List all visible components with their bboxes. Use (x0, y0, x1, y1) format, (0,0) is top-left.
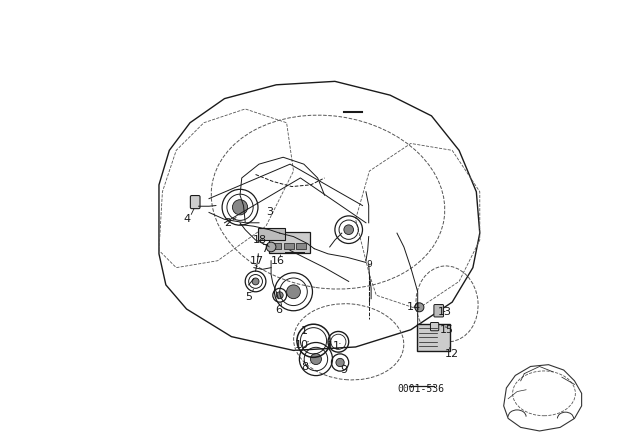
Text: 10: 10 (295, 340, 309, 350)
FancyBboxPatch shape (284, 244, 294, 249)
Text: 9: 9 (366, 260, 372, 269)
Text: 3: 3 (266, 207, 273, 217)
FancyBboxPatch shape (269, 233, 310, 253)
Circle shape (252, 278, 259, 285)
Text: 15: 15 (440, 325, 454, 335)
Text: 9: 9 (340, 366, 347, 375)
FancyBboxPatch shape (271, 244, 282, 249)
FancyBboxPatch shape (296, 244, 307, 249)
Circle shape (310, 353, 321, 365)
FancyBboxPatch shape (258, 228, 285, 240)
Text: 5: 5 (245, 292, 252, 302)
Text: 11: 11 (327, 341, 341, 351)
Text: 16: 16 (271, 256, 285, 267)
FancyBboxPatch shape (190, 195, 200, 209)
Text: 12: 12 (445, 349, 460, 359)
Text: 4: 4 (183, 214, 190, 224)
FancyBboxPatch shape (431, 323, 439, 331)
Text: 7: 7 (260, 244, 268, 254)
Circle shape (344, 225, 353, 234)
Text: 13: 13 (438, 307, 452, 317)
Circle shape (336, 358, 344, 366)
Circle shape (232, 200, 248, 215)
Circle shape (276, 292, 283, 299)
Text: 14: 14 (406, 302, 420, 312)
Text: 2: 2 (225, 218, 232, 228)
Text: 6: 6 (275, 305, 282, 315)
Text: 8: 8 (301, 362, 308, 372)
Text: 1: 1 (300, 327, 307, 336)
FancyBboxPatch shape (417, 323, 450, 352)
Circle shape (415, 303, 424, 312)
Text: 0001-536: 0001-536 (397, 384, 445, 394)
Text: 17: 17 (250, 256, 264, 267)
Text: 18: 18 (253, 235, 267, 245)
Circle shape (266, 242, 276, 252)
Circle shape (287, 285, 300, 299)
FancyBboxPatch shape (434, 305, 444, 317)
